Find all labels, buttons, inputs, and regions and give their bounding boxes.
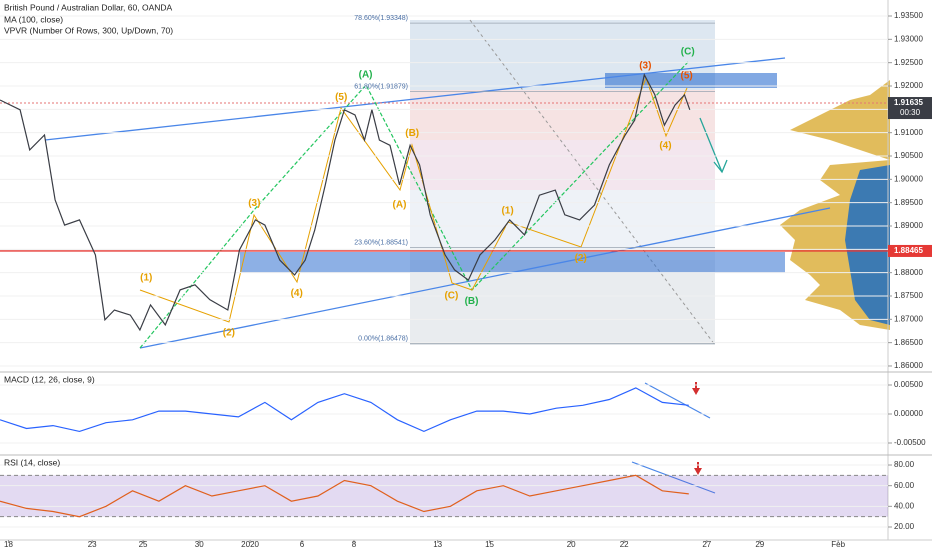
x-tick-label: 20 bbox=[567, 540, 576, 549]
y-tick-label: 1.88000 bbox=[894, 268, 923, 277]
y-tick-label: 1.93500 bbox=[894, 11, 923, 20]
last-price-badge bbox=[888, 97, 932, 120]
pane-title: RSI (14, close) bbox=[4, 457, 60, 467]
fib-label: 78.60%(1.93348) bbox=[354, 15, 408, 22]
y-tick-label: 1.90000 bbox=[894, 174, 923, 183]
y-tick-label: 1.87500 bbox=[894, 291, 923, 300]
wave-label: (2) bbox=[223, 327, 235, 338]
x-tick-label: 30 bbox=[195, 540, 204, 549]
rsi-band bbox=[0, 475, 888, 517]
volume-profile bbox=[790, 80, 890, 160]
channel-line bbox=[139, 207, 831, 349]
wave-label: (4) bbox=[659, 140, 671, 151]
y-tick-label: 1.92000 bbox=[894, 81, 923, 90]
fib-label: 23.60%(1.88541) bbox=[354, 239, 408, 246]
y-tick-label: 1.93000 bbox=[894, 34, 923, 43]
fib-label: 61.80%(1.91879) bbox=[354, 83, 408, 90]
x-tick-label: 27 bbox=[702, 540, 711, 549]
wave-label: (4) bbox=[291, 288, 303, 299]
y-tick-label: -0.00500 bbox=[894, 438, 926, 447]
x-tick-label: 15 bbox=[485, 540, 494, 549]
fib-label: 0.00%(1.86478) bbox=[358, 336, 408, 343]
wave-label: (5) bbox=[335, 92, 347, 103]
divergence-line bbox=[644, 382, 711, 419]
y-tick-label: 1.90500 bbox=[894, 151, 923, 160]
pane-title: MACD (12, 26, close, 9) bbox=[4, 374, 95, 384]
x-tick-label: Feb bbox=[831, 540, 845, 549]
zone bbox=[240, 252, 785, 273]
y-tick-label: 1.89000 bbox=[894, 221, 923, 230]
price-badge-label: 1.88465 bbox=[894, 246, 923, 255]
price-badge bbox=[888, 244, 932, 257]
wave-label: (3) bbox=[639, 61, 651, 72]
y-tick-label: 1.87000 bbox=[894, 314, 923, 323]
last-price-time: 00:30 bbox=[900, 108, 921, 117]
wave-label: (2) bbox=[575, 253, 587, 264]
wave-label: (B) bbox=[465, 296, 479, 307]
y-tick-label: 1.89500 bbox=[894, 198, 923, 207]
x-tick-label: 29 bbox=[755, 540, 764, 549]
x-tick-label: 6 bbox=[300, 540, 305, 549]
y-tick-label: 40.00 bbox=[894, 501, 915, 510]
channel-line bbox=[44, 57, 786, 141]
y-tick-label: 1.86000 bbox=[894, 361, 923, 370]
series-line bbox=[0, 387, 689, 433]
x-tick-label: 23 bbox=[88, 540, 97, 549]
y-tick-label: 1.92500 bbox=[894, 58, 923, 67]
wave-label: (5) bbox=[681, 70, 693, 81]
y-tick-label: 1.86500 bbox=[894, 338, 923, 347]
volume-profile bbox=[845, 165, 890, 325]
wave-label: (A) bbox=[359, 69, 373, 80]
arrow bbox=[713, 159, 728, 174]
y-tick-label: 1.91000 bbox=[894, 128, 923, 137]
series-line bbox=[0, 474, 689, 518]
wave-label: (3) bbox=[248, 198, 260, 209]
fib-diagonal bbox=[469, 19, 716, 346]
wave-label: (C) bbox=[444, 291, 458, 302]
y-tick-label: 80.00 bbox=[894, 460, 915, 469]
wave-label: (C) bbox=[681, 47, 695, 58]
pane-title: British Pound / Australian Dollar, 60, O… bbox=[4, 2, 173, 12]
down-arrow bbox=[694, 462, 702, 475]
y-tick-label: 0.00500 bbox=[894, 380, 923, 389]
y-tick-label: 20.00 bbox=[894, 522, 915, 531]
x-tick-label: 18 bbox=[4, 540, 13, 549]
wave-label: (B) bbox=[405, 128, 419, 139]
last-price-label: 1.91635 bbox=[894, 98, 923, 107]
divergence-line bbox=[631, 461, 716, 494]
x-tick-label: 8 bbox=[352, 540, 357, 549]
fib-zone bbox=[410, 140, 715, 190]
down-arrow bbox=[692, 382, 700, 395]
wave-label: (A) bbox=[393, 200, 407, 211]
wave-label: (1) bbox=[501, 206, 513, 217]
indicator-label: VPVR (Number Of Rows, 300, Up/Down, 70) bbox=[4, 25, 173, 35]
x-tick-label: 13 bbox=[433, 540, 442, 549]
y-tick-label: 60.00 bbox=[894, 481, 915, 490]
wave-label: (1) bbox=[140, 272, 152, 283]
arrow bbox=[699, 117, 723, 173]
y-tick-label: 0.00000 bbox=[894, 409, 923, 418]
x-tick-label: 2020 bbox=[241, 540, 259, 549]
x-tick-label: 25 bbox=[139, 540, 148, 549]
series-line bbox=[0, 73, 691, 332]
indicator-label: MA (100, close) bbox=[4, 14, 63, 24]
x-tick-label: 22 bbox=[620, 540, 629, 549]
